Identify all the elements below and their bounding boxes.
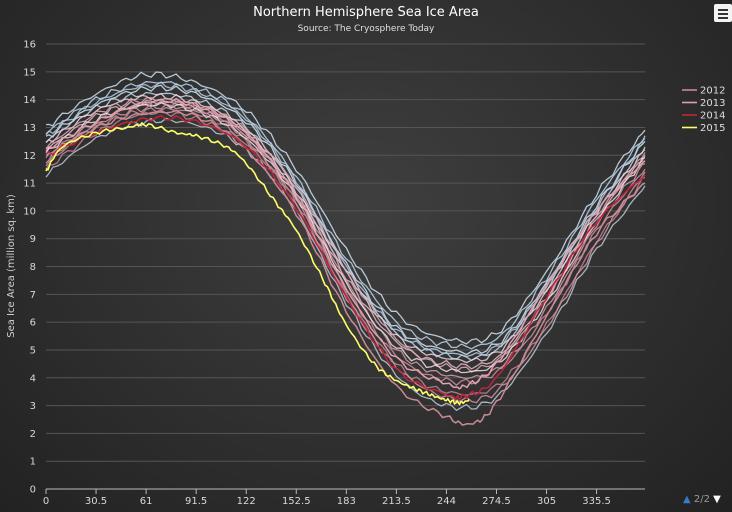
legend-label-2015: 2015 xyxy=(700,123,725,134)
chart-title: Northern Hemisphere Sea Ice Area xyxy=(253,5,479,20)
legend-page-indicator: 2/2 xyxy=(693,494,710,505)
chart-subtitle: Source: The Cryosphere Today xyxy=(298,24,435,34)
menu-bar xyxy=(718,17,728,19)
historical-year-line xyxy=(45,100,646,370)
y-tick-label: 15 xyxy=(23,67,36,78)
legend-pager: ▲ 2/2 ▼ xyxy=(683,494,721,505)
y-tick-label: 16 xyxy=(23,40,36,51)
y-tick-label: 0 xyxy=(30,485,36,496)
y-tick-label: 5 xyxy=(30,345,36,356)
y-tick-label: 13 xyxy=(23,123,36,134)
y-tick-label: 3 xyxy=(30,401,36,412)
x-tick-label: 305 xyxy=(537,496,556,507)
historical-year-line xyxy=(45,81,646,350)
historical-series-lines xyxy=(45,71,646,412)
x-tick-label: 30.5 xyxy=(85,496,107,507)
series-line-2014 xyxy=(45,114,646,401)
legend-label-2012: 2012 xyxy=(700,86,725,97)
historical-year-line xyxy=(45,97,646,373)
historical-year-line xyxy=(45,109,646,396)
triangle-up-icon[interactable]: ▲ xyxy=(683,494,691,505)
series-line-2013 xyxy=(45,97,646,390)
historical-year-line xyxy=(45,102,646,374)
y-tick-label: 4 xyxy=(30,373,36,384)
legend-label-2013: 2013 xyxy=(700,98,725,109)
historical-year-line xyxy=(45,117,646,412)
historical-year-line xyxy=(45,103,646,404)
y-tick-label: 8 xyxy=(30,262,36,273)
series-line-2015 xyxy=(45,121,470,406)
x-tick-label: 244 xyxy=(437,496,456,507)
y-tick-label: 14 xyxy=(23,95,36,106)
x-tick-label: 335.5 xyxy=(582,496,611,507)
menu-bar xyxy=(718,13,728,15)
x-tick-label: 213.5 xyxy=(382,496,411,507)
y-tick-label: 7 xyxy=(30,290,36,301)
historical-year-line xyxy=(45,84,646,356)
y-tick-label: 1 xyxy=(30,457,36,468)
historical-year-line xyxy=(45,100,646,380)
historical-year-line xyxy=(45,71,646,345)
y-axis-label: Sea Ice Area (million sq. km) xyxy=(6,194,17,338)
x-tick-label: 0 xyxy=(43,496,49,507)
y-tick-label: 10 xyxy=(23,206,36,217)
hamburger-menu-icon[interactable] xyxy=(714,4,732,22)
x-tick-label: 91.5 xyxy=(185,496,207,507)
menu-bar xyxy=(718,9,728,11)
x-tick-label: 152.5 xyxy=(282,496,311,507)
highlighted-series-lines xyxy=(45,97,646,426)
triangle-down-icon[interactable]: ▼ xyxy=(713,494,721,505)
series-line-2012 xyxy=(45,109,646,426)
x-tick-label: 122 xyxy=(237,496,256,507)
x-tick-label: 61 xyxy=(140,496,153,507)
grid-lines xyxy=(46,43,645,490)
x-tick-label: 274.5 xyxy=(482,496,511,507)
historical-year-line xyxy=(45,81,646,358)
y-tick-label: 9 xyxy=(30,234,36,245)
y-tick-label: 12 xyxy=(23,151,36,162)
y-tick-label: 2 xyxy=(30,429,36,440)
y-tick-label: 11 xyxy=(23,179,36,190)
legend-label-2014: 2014 xyxy=(700,111,725,122)
y-tick-label: 6 xyxy=(30,318,36,329)
x-tick-label: 183 xyxy=(337,496,356,507)
